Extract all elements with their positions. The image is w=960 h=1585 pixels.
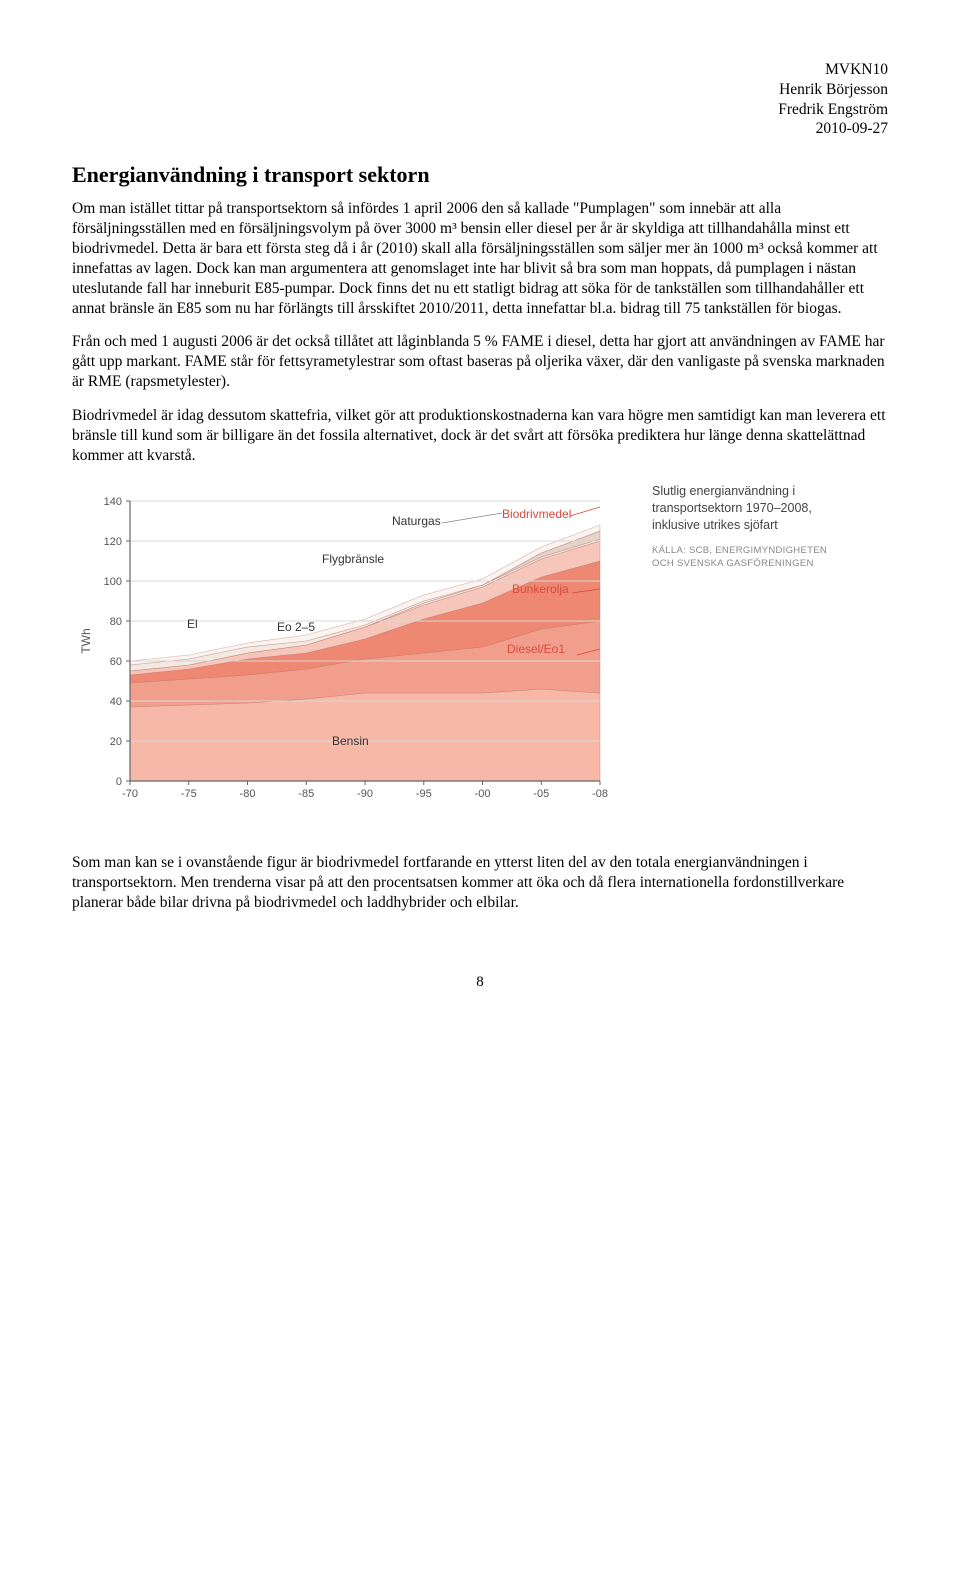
energy-chart: 0 20 40 60 80 100 120 140 -70 -75 -80 -85 -90 -95 -00 -… [72,483,632,823]
svg-text:TWh: TWh [79,629,93,654]
chart-legend: Slutlig energianvändning i transportsekt… [652,483,832,570]
paragraph-3: Biodrivmedel är idag dessutom skattefria… [72,406,888,465]
svg-text:El: El [187,617,198,631]
svg-text:-75: -75 [181,788,197,800]
svg-text:Eo 2–5: Eo 2–5 [277,620,315,634]
paragraph-4: Som man kan se i ovanstående figur är bi… [72,853,888,912]
document-date: 2010-09-27 [72,119,888,139]
author-1: Henrik Börjesson [72,80,888,100]
svg-text:140: 140 [104,496,122,508]
svg-text:-00: -00 [475,788,491,800]
svg-text:80: 80 [110,616,122,628]
svg-text:20: 20 [110,736,122,748]
svg-text:Bunkerolja: Bunkerolja [512,582,569,596]
svg-text:Flygbränsle: Flygbränsle [322,552,384,566]
page-number: 8 [72,973,888,992]
svg-text:Bensin: Bensin [332,734,369,748]
section-title: Energianvändning i transport sektorn [72,161,888,189]
svg-text:-05: -05 [533,788,549,800]
author-2: Fredrik Engström [72,100,888,120]
svg-text:-08: -08 [592,788,608,800]
svg-text:60: 60 [110,656,122,668]
paragraph-1: Om man istället tittar på transportsekto… [72,199,888,318]
course-code: MVKN10 [72,60,888,80]
document-header: MVKN10 Henrik Börjesson Fredrik Engström… [72,60,888,139]
svg-text:-95: -95 [416,788,432,800]
svg-text:-85: -85 [298,788,314,800]
energy-chart-figure: 0 20 40 60 80 100 120 140 -70 -75 -80 -85 -90 -95 -00 -… [72,483,888,823]
paragraph-2: Från och med 1 augusti 2006 är det också… [72,332,888,391]
svg-text:40: 40 [110,696,122,708]
svg-text:Naturgas: Naturgas [392,514,441,528]
chart-legend-source: KÄLLA: SCB, ENERGIMYNDIGHETEN OCH SVENSK… [652,544,832,571]
svg-text:0: 0 [116,776,122,788]
svg-text:-80: -80 [240,788,256,800]
svg-text:-70: -70 [122,788,138,800]
svg-text:Diesel/Eo1: Diesel/Eo1 [507,642,565,656]
svg-text:100: 100 [104,576,122,588]
stacked-area-chart-svg: 0 20 40 60 80 100 120 140 -70 -75 -80 -85 -90 -95 -00 -… [72,483,632,823]
svg-text:120: 120 [104,536,122,548]
chart-legend-title: Slutlig energianvändning i transportsekt… [652,483,832,534]
svg-text:Biodrivmedel: Biodrivmedel [502,507,571,521]
svg-text:-90: -90 [357,788,373,800]
